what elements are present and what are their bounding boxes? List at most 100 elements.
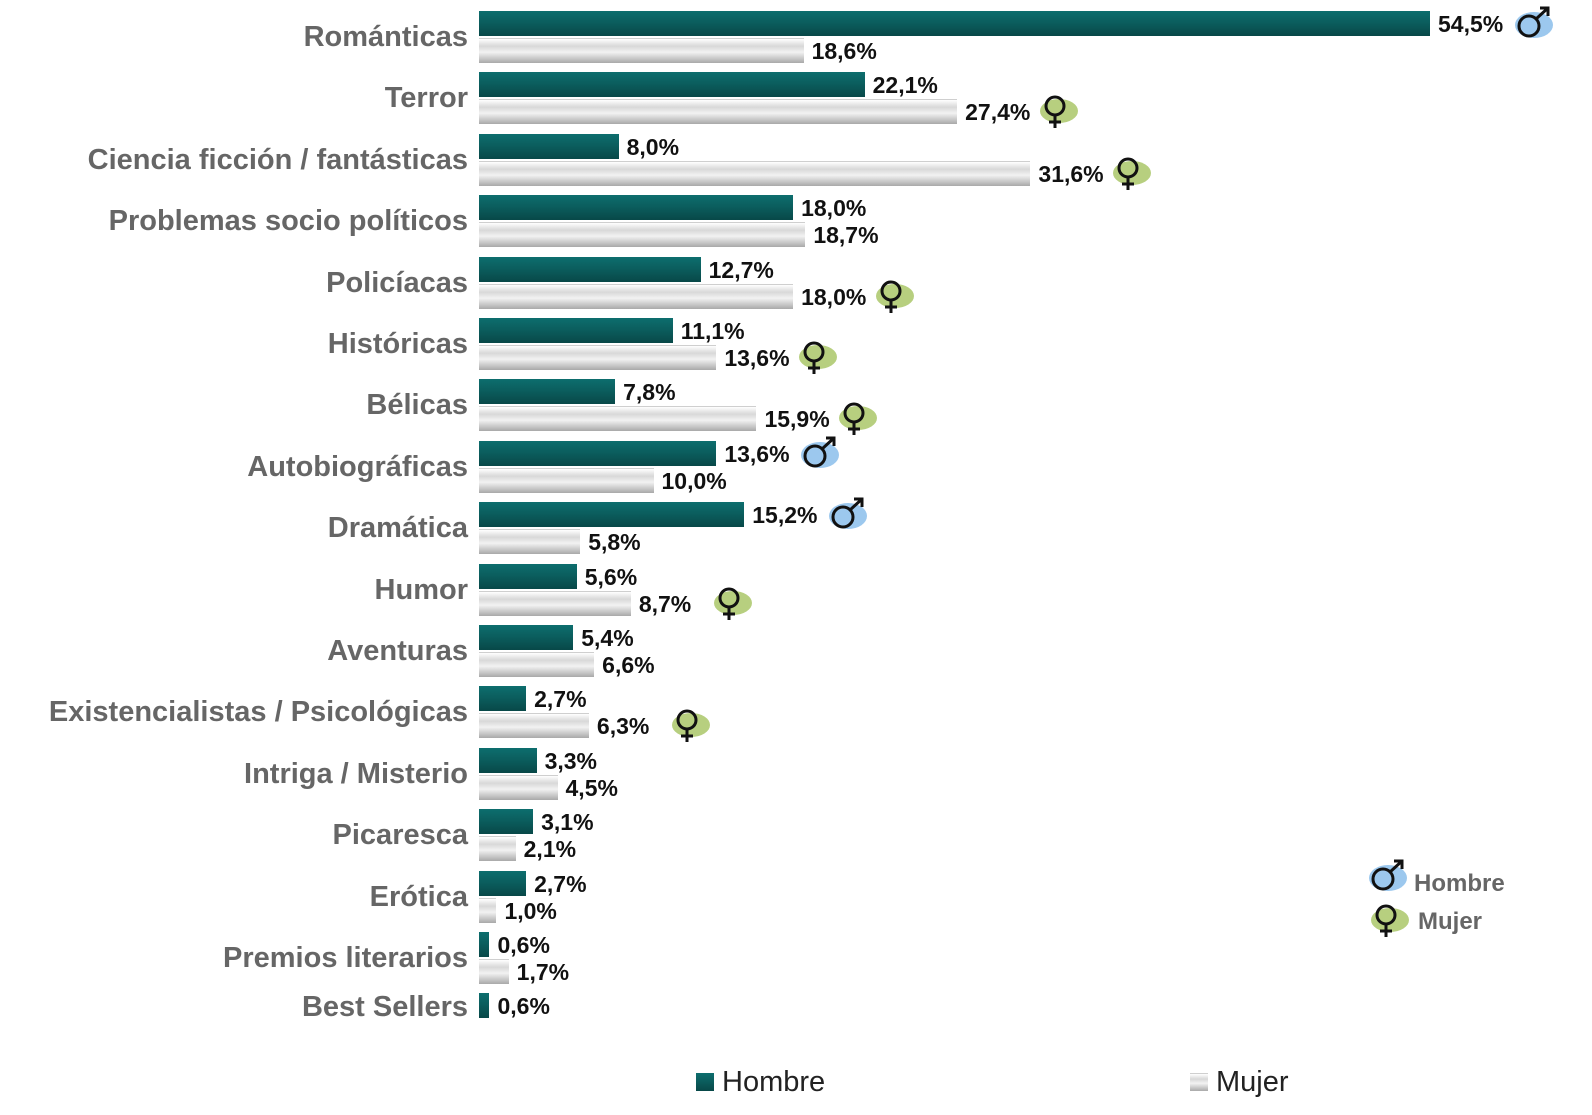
value-label-hombre-terror: 22,1% (872, 72, 938, 99)
bar-mujer-belicas (479, 406, 757, 432)
bar-mujer-erotica (479, 897, 497, 923)
value-label-hombre-erotica: 2,7% (534, 870, 587, 897)
value-label-hombre-dramatica: 15,2% (752, 502, 818, 529)
female-symbol-icon (667, 707, 711, 743)
category-label-terror: Terror (384, 82, 468, 115)
value-label-hombre-problemas-socio-politicos: 18,0% (801, 195, 867, 222)
bar-hombre-belicas (479, 379, 616, 405)
category-label-aventuras: Aventuras (327, 635, 468, 667)
legend-label-hombre: Hombre (722, 1066, 826, 1098)
value-label-mujer-existencialistas-psicologicas: 6,3% (596, 713, 650, 740)
bar-mujer-humor (479, 590, 631, 616)
bar-hombre-intriga-misterio (479, 747, 537, 773)
bar-hombre-dramatica (479, 502, 745, 528)
category-label-picaresca: Picaresca (332, 819, 468, 852)
female-symbol-icon (1366, 902, 1410, 938)
bar-hombre-aventuras (479, 625, 574, 650)
female-symbol-icon (1108, 155, 1152, 191)
female-symbol-icon (834, 400, 878, 436)
bar-mujer-historicas (479, 345, 717, 370)
category-label-humor: Humor (374, 573, 468, 606)
bar-mujer-autobiograficas (479, 467, 654, 493)
bar-mujer-intriga-misterio (479, 774, 558, 800)
value-label-hombre-humor: 5,6% (584, 563, 638, 590)
bar-hombre-problemas-socio-politicos (479, 195, 794, 221)
female-symbol-icon (794, 339, 838, 375)
bar-hombre-autobiograficas (479, 440, 717, 466)
legend-label-mujer: Mujer (1216, 1066, 1289, 1098)
legend-swatch-mujer (1190, 1073, 1208, 1091)
bar-mujer-policiacas (479, 283, 794, 309)
category-label-dramatica: Dramática (327, 512, 468, 545)
bar-mujer-existencialistas-psicologicas (479, 713, 589, 739)
category-label-intriga-misterio: Intriga / Misterio (244, 757, 468, 790)
female-symbol-icon (1035, 93, 1079, 129)
bar-hombre-historicas (479, 318, 673, 343)
value-label-mujer-premios-literarios: 1,7% (516, 959, 570, 985)
bar-mujer-premios-literarios (479, 959, 509, 984)
value-label-mujer-humor: 8,7% (638, 590, 692, 617)
category-label-premios-literarios: Premios literarios (223, 942, 468, 974)
value-label-mujer-terror: 27,4% (965, 99, 1031, 126)
bar-mujer-picaresca (479, 836, 516, 862)
value-label-hombre-policiacas: 12,7% (708, 256, 774, 283)
value-label-mujer-belicas: 15,9% (764, 406, 830, 433)
bar-hombre-best-sellers (479, 993, 490, 1019)
bar-hombre-premios-literarios (479, 932, 490, 957)
value-label-hombre-ciencia-ficcion-fantasticas: 8,0% (626, 133, 680, 160)
bar-mujer-problemas-socio-politicos (479, 222, 806, 248)
male-symbol-icon (1366, 858, 1410, 894)
bar-hombre-terror (479, 72, 865, 98)
category-label-romanticas: Románticas (303, 21, 468, 53)
symbol-legend-label-mujer: Mujer (1418, 908, 1483, 935)
value-label-mujer-dramatica: 5,8% (588, 529, 641, 556)
bar-mujer-aventuras (479, 652, 595, 677)
value-label-hombre-belicas: 7,8% (623, 379, 676, 406)
value-label-hombre-autobiograficas: 13,6% (724, 440, 790, 467)
bar-hombre-policiacas (479, 256, 701, 282)
category-label-autobiograficas: Autobiográficas (247, 450, 468, 483)
category-label-problemas-socio-politicos: Problemas socio políticos (108, 205, 468, 238)
bar-hombre-erotica (479, 870, 527, 896)
value-label-mujer-romanticas: 18,6% (811, 38, 877, 64)
legend-swatch-hombre (696, 1073, 714, 1091)
male-symbol-icon (826, 496, 870, 532)
bar-mujer-terror (479, 99, 958, 125)
bar-hombre-romanticas (479, 11, 1431, 36)
category-label-best-sellers: Best Sellers (301, 990, 468, 1023)
value-label-hombre-premios-literarios: 0,6% (497, 932, 550, 958)
value-label-mujer-intriga-misterio: 4,5% (565, 774, 618, 801)
value-label-hombre-aventuras: 5,4% (581, 625, 634, 651)
category-label-belicas: Bélicas (366, 389, 468, 422)
bar-hombre-humor (479, 563, 577, 589)
value-label-mujer-erotica: 1,0% (504, 897, 557, 924)
value-label-mujer-historicas: 13,6% (724, 345, 790, 371)
category-label-existencialistas-psicologicas: Existencialistas / Psicológicas (48, 696, 468, 729)
value-label-mujer-aventuras: 6,6% (602, 652, 655, 678)
symbol-legend-label-hombre: Hombre (1414, 870, 1505, 897)
bar-mujer-ciencia-ficcion-fantasticas (479, 160, 1031, 186)
male-symbol-icon (798, 435, 842, 471)
bar-hombre-existencialistas-psicologicas (479, 686, 527, 712)
value-label-hombre-intriga-misterio: 3,3% (544, 747, 598, 774)
value-label-mujer-policiacas: 18,0% (801, 283, 867, 310)
value-label-hombre-historicas: 11,1% (680, 318, 745, 344)
value-label-mujer-problemas-socio-politicos: 18,7% (813, 222, 879, 249)
value-label-hombre-best-sellers: 0,6% (497, 993, 550, 1020)
bar-hombre-ciencia-ficcion-fantasticas (479, 133, 619, 159)
value-label-hombre-picaresca: 3,1% (541, 809, 594, 836)
category-label-policiacas: Policíacas (326, 266, 468, 299)
value-label-hombre-romanticas: 54,5% (1438, 11, 1504, 37)
value-label-mujer-ciencia-ficcion-fantasticas: 31,6% (1038, 160, 1104, 187)
category-label-historicas: Históricas (327, 328, 468, 360)
bar-mujer-dramatica (479, 529, 581, 555)
category-label-erotica: Erótica (369, 880, 468, 913)
female-symbol-icon (709, 585, 753, 621)
female-symbol-icon (871, 278, 915, 314)
male-symbol-icon (1512, 5, 1556, 41)
value-label-mujer-picaresca: 2,1% (523, 836, 577, 863)
bar-mujer-romanticas (479, 38, 804, 63)
value-label-hombre-existencialistas-psicologicas: 2,7% (534, 686, 587, 713)
value-label-mujer-autobiograficas: 10,0% (661, 467, 727, 494)
